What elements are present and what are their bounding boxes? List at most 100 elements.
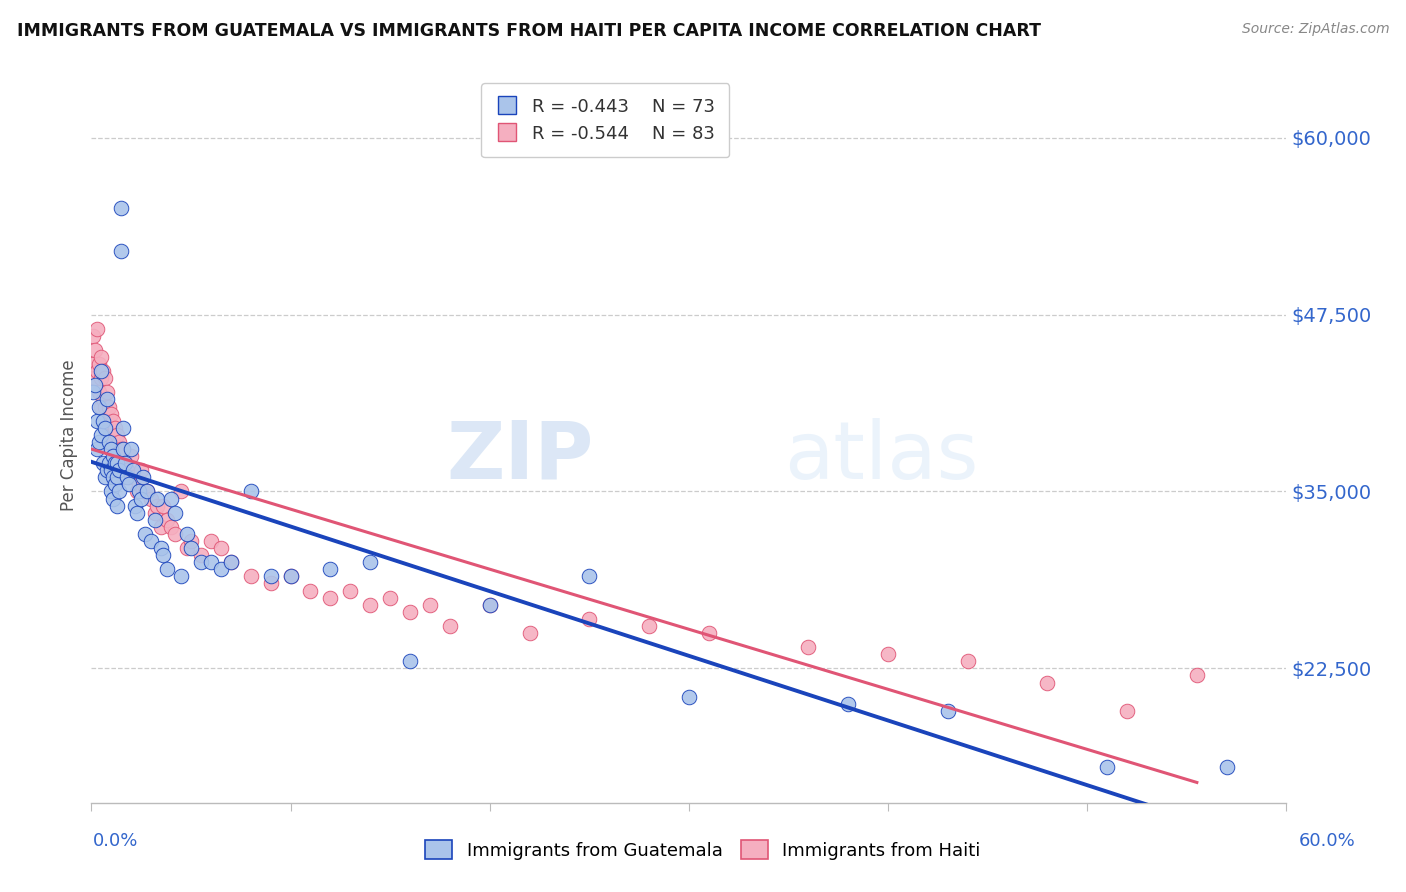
Point [100, 427, 122, 442]
Text: atlas: atlas [785, 418, 979, 496]
Point [129, 491, 152, 506]
Point [120, 449, 142, 463]
Point [96, 392, 118, 407]
Point [378, 591, 402, 605]
Point [90, 364, 112, 378]
Point [209, 541, 232, 555]
Point [93, 364, 115, 378]
Point [150, 541, 173, 555]
Point [94, 371, 117, 385]
Point [837, 697, 859, 711]
Point [114, 456, 136, 470]
Point [143, 513, 166, 527]
Point [678, 690, 700, 704]
Point [100, 442, 122, 456]
Point [104, 456, 127, 470]
Point [280, 569, 302, 583]
Point [93, 392, 115, 407]
Point [141, 533, 162, 548]
Point [478, 598, 501, 612]
Point [190, 548, 212, 562]
Point [89, 385, 111, 400]
Point [110, 463, 132, 477]
Point [98, 456, 121, 470]
Point [100, 442, 122, 456]
Point [150, 520, 173, 534]
Legend: R = -0.443    N = 73, R = -0.544    N = 83: R = -0.443 N = 73, R = -0.544 N = 83 [481, 83, 730, 157]
Point [200, 555, 222, 569]
Point [82, 357, 104, 371]
Point [280, 569, 302, 583]
Point [100, 463, 122, 477]
Point [98, 400, 121, 414]
Point [200, 533, 222, 548]
Point [105, 456, 128, 470]
Point [124, 499, 146, 513]
Point [1036, 675, 1059, 690]
Point [90, 371, 112, 385]
Point [877, 647, 900, 661]
Point [219, 555, 242, 569]
Point [797, 640, 820, 654]
Point [259, 569, 281, 583]
Point [339, 583, 361, 598]
Point [128, 477, 150, 491]
Point [152, 499, 174, 513]
Point [132, 484, 155, 499]
Point [110, 442, 132, 456]
Point [96, 385, 118, 400]
Point [112, 442, 135, 456]
Point [103, 470, 125, 484]
Text: ZIP: ZIP [446, 418, 593, 496]
Point [478, 598, 501, 612]
Point [127, 506, 149, 520]
Point [136, 484, 159, 499]
Point [93, 414, 115, 428]
Point [956, 654, 979, 668]
Point [170, 484, 193, 499]
Point [118, 477, 141, 491]
Point [156, 513, 179, 527]
Point [1097, 760, 1119, 774]
Point [84, 343, 107, 357]
Point [170, 569, 193, 583]
Point [96, 463, 118, 477]
Point [103, 414, 125, 428]
Point [1116, 704, 1139, 718]
Point [190, 555, 212, 569]
Point [163, 506, 186, 520]
Point [103, 491, 125, 506]
Point [180, 533, 202, 548]
Point [299, 583, 322, 598]
Point [578, 569, 600, 583]
Point [94, 400, 117, 414]
Point [112, 421, 135, 435]
Point [96, 414, 118, 428]
Point [118, 470, 141, 484]
Point [108, 456, 131, 470]
Point [86, 442, 108, 456]
Point [359, 555, 381, 569]
Point [100, 484, 122, 499]
Point [239, 569, 262, 583]
Point [82, 385, 104, 400]
Point [104, 477, 127, 491]
Point [359, 598, 381, 612]
Point [84, 371, 107, 385]
Point [90, 427, 112, 442]
Point [219, 555, 242, 569]
Point [146, 491, 169, 506]
Y-axis label: Per Capita Income: Per Capita Income [59, 359, 77, 510]
Point [143, 506, 166, 520]
Point [105, 470, 128, 484]
Point [82, 328, 104, 343]
Point [134, 484, 156, 499]
Text: Source: ZipAtlas.com: Source: ZipAtlas.com [1241, 22, 1389, 37]
Point [239, 484, 262, 499]
Point [94, 421, 117, 435]
Point [638, 619, 661, 633]
Point [141, 491, 162, 506]
Point [1185, 668, 1208, 682]
Point [1215, 760, 1237, 774]
Point [128, 484, 150, 499]
